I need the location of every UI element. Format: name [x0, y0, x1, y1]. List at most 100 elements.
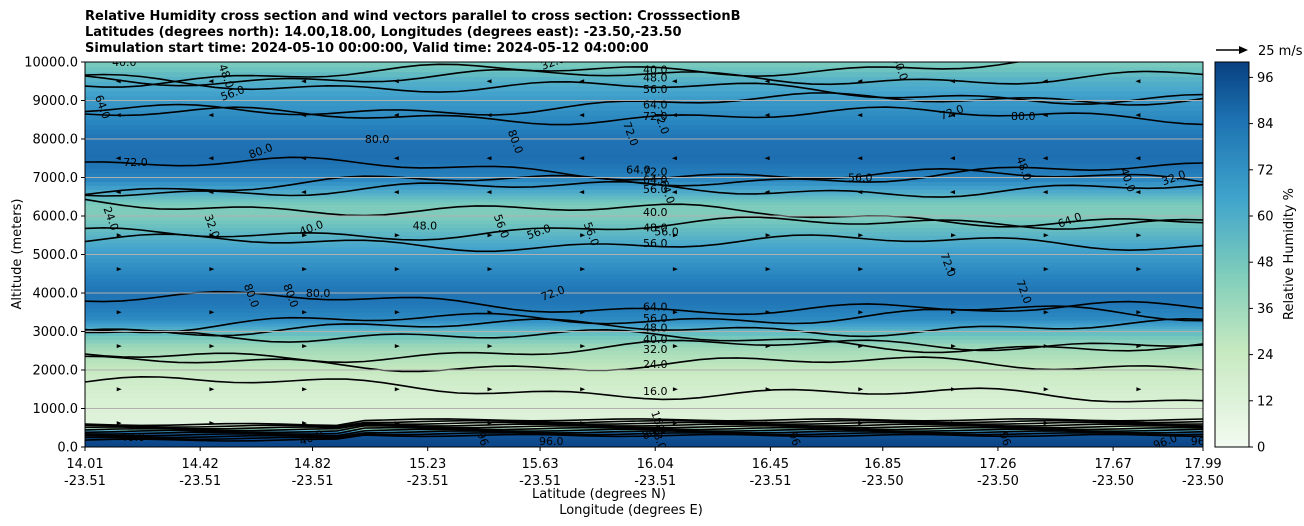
contour-label: 64.0	[643, 300, 668, 313]
wind-vector	[302, 233, 308, 238]
humidity-band	[85, 167, 1203, 174]
contour-line-surface	[85, 421, 1203, 430]
wind-vector	[857, 156, 863, 161]
wind-vector	[857, 79, 863, 84]
humidity-band	[85, 231, 1203, 236]
wind-vector	[1136, 344, 1142, 349]
x-axis: 14.01 -23.51 14.42 -23.51 14.82 -23.51 15.23 -2…	[64, 447, 1224, 489]
wind-vector	[115, 156, 121, 161]
humidity-band	[85, 129, 1203, 135]
wind-vector	[858, 421, 864, 426]
wind-vector	[209, 267, 215, 272]
humidity-band	[85, 266, 1203, 271]
wind-vector	[393, 156, 399, 161]
wind-vector	[1042, 79, 1048, 84]
wind-vector	[765, 421, 771, 426]
humidity-band	[85, 81, 1203, 87]
wind-vector	[116, 267, 122, 272]
humidity-band	[85, 322, 1203, 327]
wind-vector	[393, 79, 399, 84]
wind-vector	[486, 190, 492, 195]
wind-vector	[394, 344, 400, 349]
wind-vector	[208, 79, 214, 84]
wind-vector	[394, 387, 400, 392]
contour-label: 80.0	[306, 287, 331, 300]
wind-vector	[1043, 233, 1049, 238]
humidity-band	[85, 100, 1203, 106]
contour-label: 56.0	[643, 83, 668, 96]
x-tick-label-lat: 14.82	[294, 457, 331, 472]
wind-vector	[580, 344, 586, 349]
contour-label: 56.0	[654, 225, 679, 238]
wind-vector	[671, 113, 677, 118]
wind-vector	[487, 310, 493, 315]
wind-vector	[949, 190, 955, 195]
wind-vector	[1042, 156, 1048, 161]
humidity-band	[85, 90, 1203, 97]
wind-vector	[486, 79, 492, 84]
contour-line-surface	[85, 426, 1203, 435]
humidity-band	[85, 343, 1203, 348]
wind-vector	[672, 421, 678, 426]
humidity-band	[85, 134, 1203, 140]
humidity-band	[85, 192, 1203, 197]
wind-vector	[116, 387, 122, 392]
humidity-band	[85, 210, 1203, 214]
humidity-band	[85, 227, 1203, 232]
wind-vector	[1043, 267, 1049, 272]
wind-vector	[764, 113, 770, 118]
humidity-band	[85, 422, 1203, 427]
colorbar-tick-label: 48	[1257, 256, 1274, 271]
humidity-band	[85, 437, 1203, 440]
contour-label: 80.0	[365, 133, 390, 146]
wind-vector	[1135, 79, 1141, 84]
contour-label: 72.0	[643, 110, 668, 123]
wind-vector	[857, 113, 863, 118]
y-tick-label: 6000.0	[33, 210, 79, 225]
humidity-band	[85, 158, 1203, 164]
wind-vector	[486, 156, 492, 161]
humidity-band	[85, 316, 1203, 321]
contour-label: 64.0	[643, 173, 668, 186]
contour-line	[85, 375, 1203, 403]
humidity-band	[85, 262, 1203, 267]
humidity-band	[85, 354, 1203, 360]
contour-line	[85, 290, 1203, 322]
wind-vector	[393, 113, 399, 118]
contour-line	[85, 339, 1203, 364]
colorbar-bar	[1214, 61, 1250, 448]
humidity-band	[85, 273, 1203, 279]
humidity-band	[85, 295, 1203, 300]
wind-vector	[1136, 421, 1142, 426]
contour-label: 24.0	[643, 358, 668, 371]
contour-label: 72.0	[123, 156, 148, 169]
wind-vector	[950, 421, 956, 426]
wind-vector	[116, 310, 122, 315]
humidity-band	[85, 366, 1203, 371]
wind-vector	[579, 113, 585, 118]
wind-vector	[1043, 421, 1049, 426]
x-tick-label-lon: -23.50	[977, 474, 1019, 489]
contour-line-surface	[85, 424, 1203, 434]
y-tick-label: 9000.0	[33, 94, 79, 109]
colorbar-label: Relative Humidity %	[1282, 188, 1297, 320]
humidity-band	[85, 358, 1203, 363]
wind-vector	[115, 79, 121, 84]
humidity-band	[85, 148, 1203, 155]
humidity-band	[85, 298, 1203, 303]
humidity-band	[85, 442, 1203, 445]
humidity-band	[85, 397, 1203, 404]
colorbar-ticks: 0 12 24 36 48 60 72 84 96	[1249, 71, 1274, 456]
contour-label: 40.0	[112, 56, 137, 69]
humidity-band	[85, 350, 1203, 356]
humidity-band	[85, 189, 1203, 194]
contour-line-surface	[85, 433, 1203, 442]
y-tick-label: 4000.0	[33, 287, 79, 302]
wind-vector	[672, 267, 678, 272]
humidity-band	[85, 381, 1203, 386]
humidity-band	[85, 235, 1203, 240]
humidity-band	[85, 269, 1203, 275]
colorbar-tick-label: 24	[1257, 348, 1274, 363]
y-tick-label: 0.0	[57, 441, 78, 456]
